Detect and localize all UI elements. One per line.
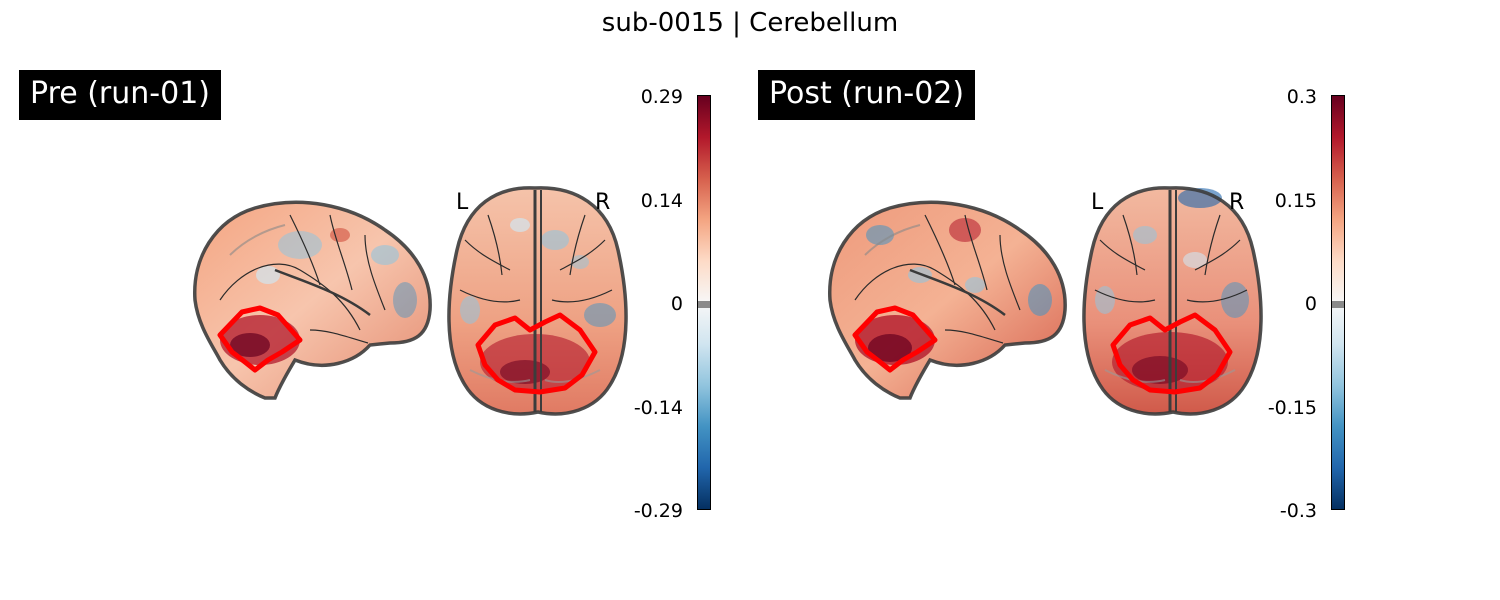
orientation-right-label: R <box>595 190 611 215</box>
panel-post: Post (run-02) <box>750 0 1500 600</box>
axial-view <box>1082 186 1263 416</box>
glass-brain-pre <box>193 186 628 416</box>
colorbar-tick: -0.29 <box>633 500 683 522</box>
colorbar-tick: -0.3 <box>1279 500 1317 522</box>
colorbar-tick: 0.14 <box>640 190 683 212</box>
run-label: Post (run-02) <box>758 70 976 120</box>
glass-brain-post <box>828 186 1263 416</box>
roi-outline-axial <box>1110 312 1233 395</box>
roi-outline-sagittal <box>852 305 938 373</box>
colorbar-tick: -0.14 <box>633 397 683 419</box>
axial-view <box>447 186 628 416</box>
orientation-right-label: R <box>1229 190 1245 215</box>
colorbar-tick: -0.15 <box>1267 397 1317 419</box>
colorbar-tick: 0.15 <box>1274 190 1317 212</box>
colorbar-threshold-band <box>698 301 710 308</box>
colorbar-tick: 0.3 <box>1286 86 1317 108</box>
orientation-left-label: L <box>456 190 469 215</box>
roi-outline-axial <box>475 312 598 395</box>
figure-title: sub-0015 | Cerebellum <box>601 8 899 38</box>
colorbar <box>1331 95 1345 510</box>
roi-outline-sagittal <box>217 305 303 373</box>
run-label: Pre (run-01) <box>19 70 221 120</box>
colorbar-tick: 0.29 <box>640 86 683 108</box>
colorbar-tick: 0 <box>1304 293 1317 315</box>
sagittal-view <box>193 200 432 400</box>
colorbar-tick: 0 <box>670 293 683 315</box>
panel-pre: Pre (run-01) <box>19 70 711 522</box>
colorbar <box>697 95 711 510</box>
sagittal-view <box>828 200 1067 400</box>
orientation-left-label: L <box>1091 190 1104 215</box>
colorbar-threshold-band <box>1332 301 1344 308</box>
